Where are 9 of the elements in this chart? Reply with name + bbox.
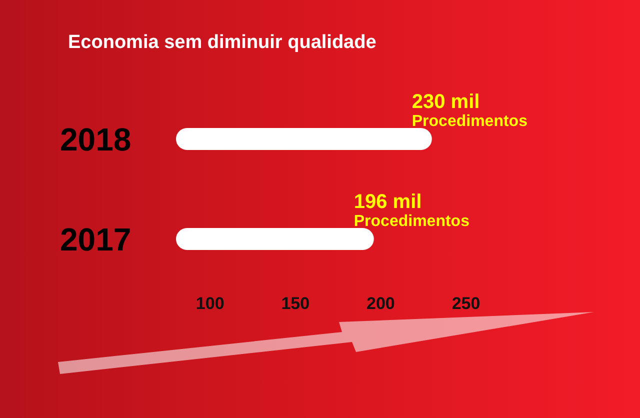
data-label: 196 mil Procedimentos: [354, 191, 470, 230]
chart-title: Economia sem diminuir qualidade: [68, 32, 376, 54]
y-tick-label: 2018: [60, 121, 132, 158]
y-tick-label: 2017: [60, 221, 132, 258]
x-tick-label: 250: [452, 294, 480, 314]
data-label: 230 mil Procedimentos: [412, 91, 528, 130]
x-tick-label: 200: [366, 294, 395, 314]
x-tick-label: 100: [196, 294, 224, 314]
x-tick-label: 150: [281, 294, 310, 314]
